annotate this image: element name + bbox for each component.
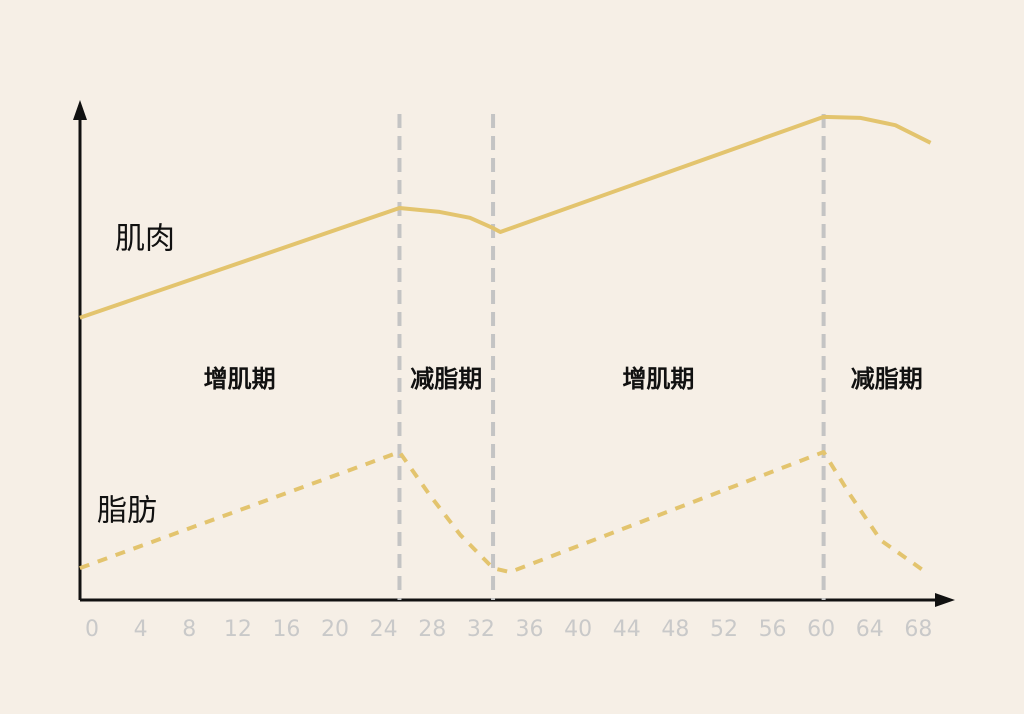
y-axis-arrow bbox=[73, 100, 87, 120]
x-tick-label: 28 bbox=[418, 617, 446, 642]
x-tick-label: 8 bbox=[182, 617, 196, 642]
phase-label: 增肌期 bbox=[204, 365, 276, 393]
x-axis-arrow bbox=[935, 593, 955, 607]
x-tick-label: 32 bbox=[467, 617, 495, 642]
x-tick-label: 44 bbox=[613, 617, 641, 642]
x-tick-label: 64 bbox=[856, 617, 884, 642]
x-tick-label: 20 bbox=[321, 617, 349, 642]
x-tick-label: 40 bbox=[564, 617, 592, 642]
x-tick-label: 60 bbox=[807, 617, 835, 642]
x-tick-label: 56 bbox=[759, 617, 787, 642]
series-line bbox=[79, 114, 932, 320]
x-tick-label: 48 bbox=[661, 617, 689, 642]
x-tick-label: 16 bbox=[272, 617, 300, 642]
x-tick-label: 24 bbox=[370, 617, 398, 642]
phase-label: 减脂期 bbox=[851, 365, 923, 393]
phase-label: 减脂期 bbox=[410, 365, 482, 393]
x-tick-label: 68 bbox=[904, 617, 932, 642]
series-name: 脂肪 bbox=[97, 494, 157, 529]
x-tick-label: 36 bbox=[516, 617, 544, 642]
x-tick-label: 12 bbox=[224, 617, 252, 642]
phase-label: 增肌期 bbox=[622, 365, 694, 393]
x-tick-label: 52 bbox=[710, 617, 738, 642]
series-name: 肌肉 bbox=[115, 222, 175, 257]
x-tick-label: 0 bbox=[85, 617, 99, 642]
x-tick-label: 4 bbox=[134, 617, 148, 642]
series-line bbox=[79, 450, 927, 575]
